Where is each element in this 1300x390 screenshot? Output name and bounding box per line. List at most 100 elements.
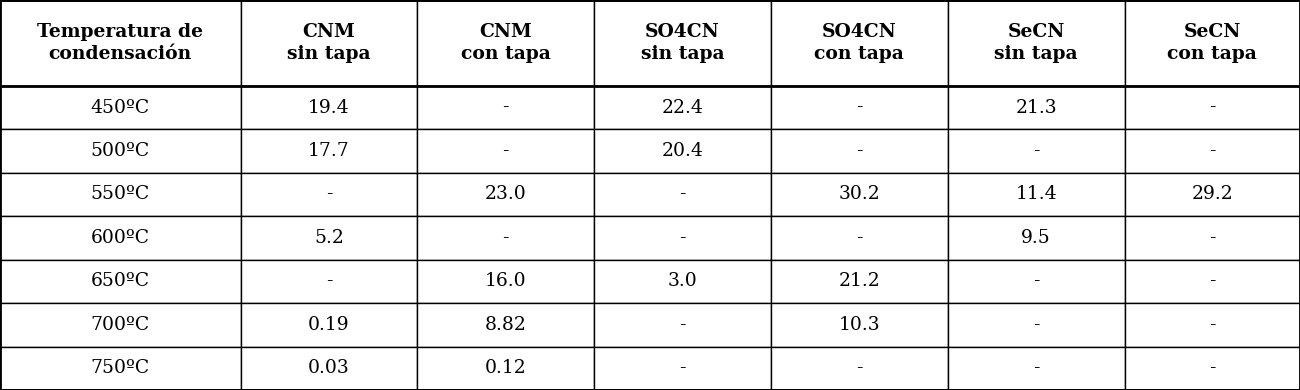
Text: 29.2: 29.2	[1191, 185, 1234, 204]
Bar	[948, 173, 1124, 216]
Text: 750ºC: 750ºC	[91, 359, 150, 377]
Bar	[771, 173, 948, 216]
Text: -: -	[1209, 316, 1216, 334]
Text: SO4CN
sin tapa: SO4CN sin tapa	[641, 23, 724, 63]
Bar	[240, 129, 417, 173]
Text: 600ºC: 600ºC	[91, 229, 150, 247]
Bar	[771, 260, 948, 303]
Bar	[771, 216, 948, 260]
Text: -: -	[857, 229, 863, 247]
Bar	[948, 303, 1124, 347]
Text: 16.0: 16.0	[485, 272, 526, 291]
Bar	[771, 347, 948, 390]
Text: SeCN
con tapa: SeCN con tapa	[1167, 23, 1257, 63]
Bar	[948, 260, 1124, 303]
Text: CNM
con tapa: CNM con tapa	[460, 23, 551, 63]
Bar	[948, 216, 1124, 260]
Bar	[240, 173, 417, 216]
Text: 0.12: 0.12	[485, 359, 526, 377]
Text: Temperatura de
condensación: Temperatura de condensación	[38, 23, 203, 63]
Bar	[594, 173, 771, 216]
Bar	[0, 303, 240, 347]
Bar	[240, 303, 417, 347]
Text: 10.3: 10.3	[838, 316, 880, 334]
Text: -: -	[857, 359, 863, 377]
Text: 30.2: 30.2	[838, 185, 880, 204]
Bar	[594, 86, 771, 129]
Bar	[240, 0, 417, 86]
Bar	[0, 347, 240, 390]
Bar	[417, 216, 594, 260]
Text: -: -	[1032, 316, 1039, 334]
Bar	[1124, 347, 1300, 390]
Text: -: -	[1209, 229, 1216, 247]
Bar	[771, 86, 948, 129]
Bar	[948, 129, 1124, 173]
Text: -: -	[1209, 272, 1216, 291]
Bar	[1124, 303, 1300, 347]
Text: 0.03: 0.03	[308, 359, 350, 377]
Bar	[594, 129, 771, 173]
Text: 3.0: 3.0	[668, 272, 697, 291]
Bar	[771, 0, 948, 86]
Text: 0.19: 0.19	[308, 316, 350, 334]
Text: CNM
sin tapa: CNM sin tapa	[287, 23, 370, 63]
Bar	[240, 260, 417, 303]
Text: 11.4: 11.4	[1015, 185, 1057, 204]
Bar	[594, 216, 771, 260]
Text: 22.4: 22.4	[662, 99, 703, 117]
Text: -: -	[502, 99, 510, 117]
Bar	[0, 0, 240, 86]
Text: 8.82: 8.82	[485, 316, 526, 334]
Text: -: -	[325, 272, 333, 291]
Text: 700ºC: 700ºC	[91, 316, 150, 334]
Text: SeCN
sin tapa: SeCN sin tapa	[994, 23, 1078, 63]
Bar	[1124, 86, 1300, 129]
Bar	[948, 0, 1124, 86]
Text: 500ºC: 500ºC	[91, 142, 150, 160]
Text: -: -	[1209, 99, 1216, 117]
Text: -: -	[1209, 142, 1216, 160]
Text: 450ºC: 450ºC	[91, 99, 150, 117]
Bar	[417, 260, 594, 303]
Bar	[240, 86, 417, 129]
Text: -: -	[1032, 142, 1039, 160]
Bar	[240, 216, 417, 260]
Bar	[594, 0, 771, 86]
Text: SO4CN
con tapa: SO4CN con tapa	[814, 23, 905, 63]
Bar	[594, 260, 771, 303]
Bar	[948, 86, 1124, 129]
Bar	[1124, 216, 1300, 260]
Bar	[771, 303, 948, 347]
Bar	[0, 129, 240, 173]
Bar	[417, 347, 594, 390]
Text: -: -	[1209, 359, 1216, 377]
Text: -: -	[857, 142, 863, 160]
Bar	[771, 129, 948, 173]
Text: -: -	[325, 185, 333, 204]
Bar	[417, 129, 594, 173]
Text: 9.5: 9.5	[1022, 229, 1050, 247]
Text: 650ºC: 650ºC	[91, 272, 150, 291]
Bar	[594, 303, 771, 347]
Bar	[1124, 0, 1300, 86]
Bar	[417, 173, 594, 216]
Text: 550ºC: 550ºC	[91, 185, 150, 204]
Text: -: -	[679, 229, 686, 247]
Text: 5.2: 5.2	[315, 229, 343, 247]
Bar	[1124, 260, 1300, 303]
Bar	[0, 86, 240, 129]
Text: -: -	[679, 316, 686, 334]
Bar	[948, 347, 1124, 390]
Text: 19.4: 19.4	[308, 99, 350, 117]
Text: -: -	[679, 359, 686, 377]
Text: 17.7: 17.7	[308, 142, 350, 160]
Text: -: -	[502, 142, 510, 160]
Bar	[240, 347, 417, 390]
Text: 23.0: 23.0	[485, 185, 526, 204]
Text: -: -	[679, 185, 686, 204]
Bar	[417, 303, 594, 347]
Bar	[417, 86, 594, 129]
Text: -: -	[502, 229, 510, 247]
Text: 21.2: 21.2	[838, 272, 880, 291]
